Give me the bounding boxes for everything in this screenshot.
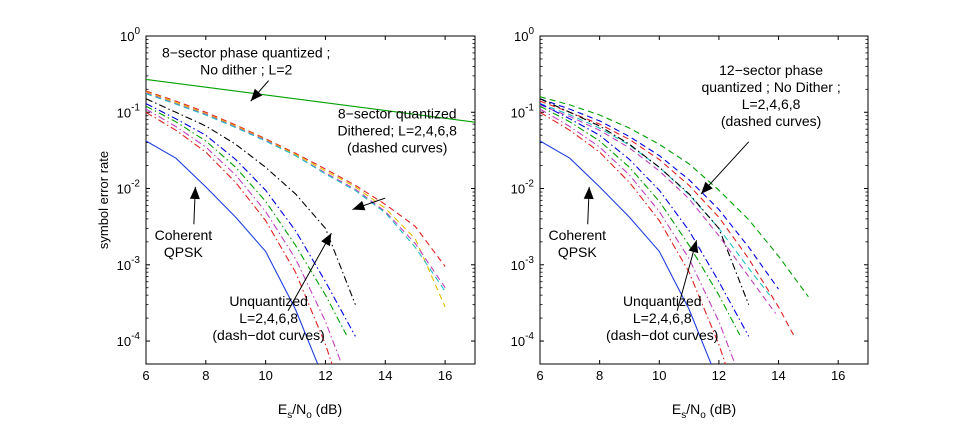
annotation-arrowhead xyxy=(701,181,713,194)
x-tick-label: 6 xyxy=(536,368,543,383)
right-axis-ticks: 6 8 10 12 14 16 100 10-1 10-2 10-3 10-4 xyxy=(511,26,868,383)
annotation-arrow-line xyxy=(287,232,332,311)
annotation-text: Unquantized L=2,4,6,8 (dash−dot curves) xyxy=(212,293,324,343)
solid-series-curve xyxy=(540,140,712,364)
dash-series-curve xyxy=(540,103,771,296)
right-plot: 6 8 10 12 14 16 100 10-1 10-2 10-3 10-4 12−sector … xyxy=(511,26,869,421)
dashdot-series-curve xyxy=(540,103,750,337)
dash-series-curve xyxy=(540,98,779,290)
y-tick-label: 100 xyxy=(120,26,140,44)
annotation: 8−sector phase quantized ; No dither ; L=… xyxy=(162,45,331,102)
annotation: Coherent QPSK xyxy=(548,186,606,260)
x-tick-label: 8 xyxy=(202,368,209,383)
annotation-text: 8−sector phase quantized ; No dither ; L=… xyxy=(162,45,331,78)
solid-series-curve xyxy=(146,140,319,364)
annotation-text: Coherent QPSK xyxy=(155,227,213,260)
dashdot-series-curve xyxy=(146,105,347,336)
right-x-axis-label: Es/No (dB) xyxy=(672,401,736,421)
x-tick-label: 14 xyxy=(378,368,392,383)
dash-series-curve xyxy=(146,90,446,267)
left-plot-frame xyxy=(145,35,476,365)
left-x-axis-label: Es/No (dB) xyxy=(278,401,342,421)
x-tick-label: 8 xyxy=(596,368,603,383)
y-tick-label: 10-3 xyxy=(117,255,141,273)
y-tick-label: 10-2 xyxy=(511,179,535,197)
left-plot: 6 8 10 12 14 16 100 10-1 10-2 10-3 10-4 8−sector p… xyxy=(117,26,476,421)
annotation: Unquantized L=2,4,6,8 (dash−dot curves) xyxy=(212,232,332,343)
y-tick-label: 10-3 xyxy=(511,255,535,273)
dashdot-series-curve xyxy=(540,98,750,305)
dashdot-series-curve xyxy=(146,108,341,361)
x-tick-label: 6 xyxy=(142,368,149,383)
annotation-arrowhead xyxy=(189,186,200,200)
x-tick-label: 16 xyxy=(831,368,845,383)
x-tick-label: 12 xyxy=(318,368,332,383)
annotation-arrowhead xyxy=(352,200,366,211)
annotation: 8−sector quantized Dithered; L=2,4,6,8 (da… xyxy=(337,105,457,211)
y-tick-label: 100 xyxy=(514,26,534,44)
left-axis-ticks: 6 8 10 12 14 16 100 10-1 10-2 10-3 10-4 xyxy=(117,26,475,383)
x-tick-label: 10 xyxy=(258,368,272,383)
y-tick-label: 10-1 xyxy=(117,102,141,120)
x-tick-label: 14 xyxy=(771,368,785,383)
annotation-arrowhead xyxy=(583,186,594,200)
annotation-arrowhead xyxy=(321,233,332,247)
solid-series-curve xyxy=(146,78,475,123)
y-tick-label: 10-1 xyxy=(511,102,535,120)
left-curves xyxy=(146,78,475,364)
annotation-arrowhead xyxy=(688,240,699,254)
dash-series-curve xyxy=(540,100,794,336)
right-annotations: 12−sector phase quantized ; No Dither ; L=… xyxy=(548,62,840,343)
annotation-text: 12−sector phase quantized ; No Dither ; L=… xyxy=(701,62,840,129)
y-tick-label: 10-4 xyxy=(511,331,535,349)
annotation: Unquantized L=2,4,6,8 (dash−dot curves) xyxy=(606,240,718,343)
y-axis-label: symbol error rate xyxy=(96,151,111,249)
y-tick-label: 10-2 xyxy=(117,179,141,197)
y-tick-label: 10-4 xyxy=(117,331,141,349)
annotation-text: Coherent QPSK xyxy=(548,227,606,260)
dash-series-curve xyxy=(540,104,777,314)
annotation-arrow-line xyxy=(676,240,698,311)
dash-series-curve xyxy=(146,93,446,292)
left-annotations: 8−sector phase quantized ; No dither ; L=… xyxy=(155,45,458,343)
x-tick-label: 16 xyxy=(438,368,452,383)
dashdot-series-curve xyxy=(540,105,741,336)
dashdot-series-curve xyxy=(540,108,735,361)
dashdot-series-curve xyxy=(146,103,356,337)
annotation: 12−sector phase quantized ; No Dither ; L=… xyxy=(700,62,841,195)
right-curves xyxy=(540,96,809,364)
annotation-text: Unquantized L=2,4,6,8 (dash−dot curves) xyxy=(606,293,718,343)
annotation-arrowhead xyxy=(250,88,263,102)
dashdot-series-curve xyxy=(146,98,356,305)
x-tick-label: 10 xyxy=(652,368,666,383)
annotation-text: 8−sector quantized Dithered; L=2,4,6,8 (da… xyxy=(337,105,457,155)
annotation: Coherent QPSK xyxy=(155,186,213,260)
x-tick-label: 12 xyxy=(712,368,726,383)
dash-series-curve xyxy=(146,91,446,308)
